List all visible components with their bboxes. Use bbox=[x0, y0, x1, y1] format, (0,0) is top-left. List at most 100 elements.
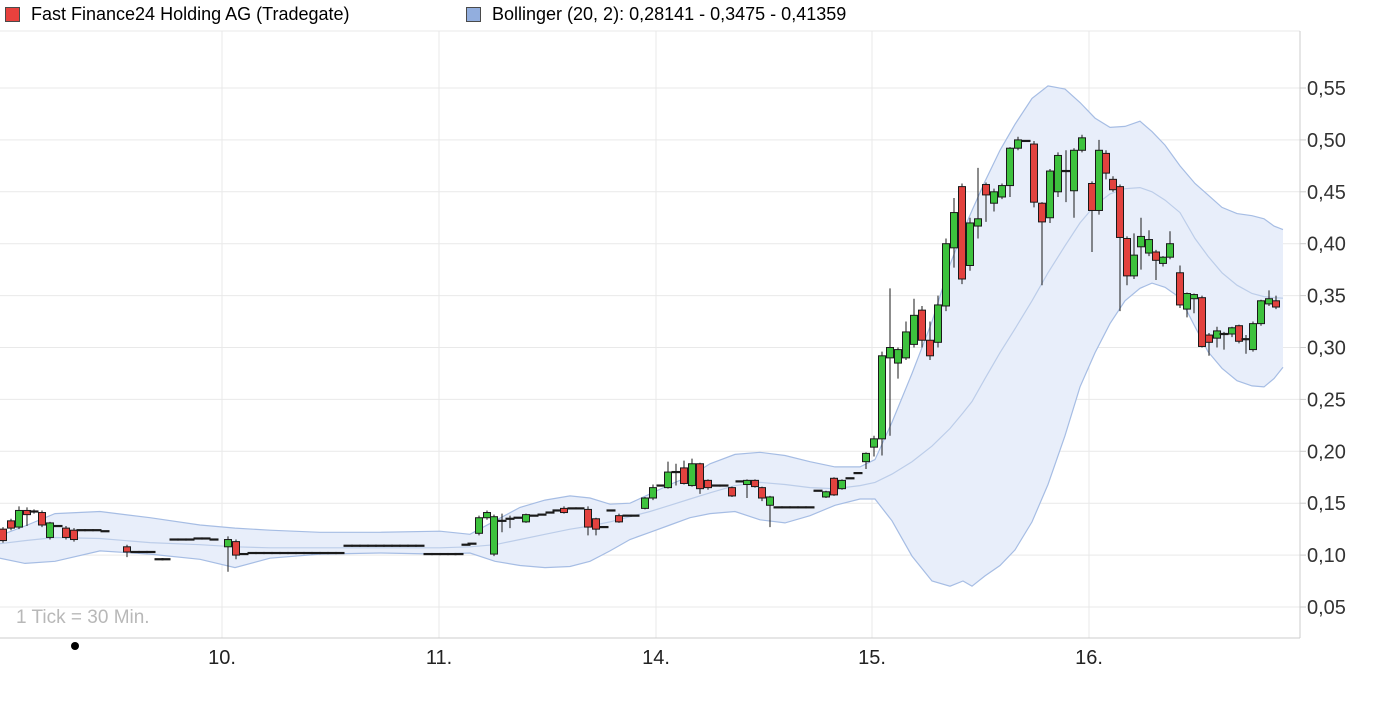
tick-dash bbox=[505, 517, 515, 520]
tick-dash bbox=[599, 525, 609, 529]
y-axis-label: 0,40 bbox=[1307, 234, 1346, 256]
candle-up bbox=[1166, 243, 1174, 258]
tick-dash bbox=[209, 538, 219, 541]
tick-dash bbox=[497, 519, 507, 522]
tick-dash bbox=[447, 552, 457, 556]
tick-dash bbox=[781, 506, 791, 509]
tick-dash bbox=[407, 544, 417, 547]
candle-up bbox=[942, 243, 950, 307]
tick-dash bbox=[335, 551, 345, 555]
tick-dash bbox=[239, 552, 249, 556]
bollinger-middle-line bbox=[0, 186, 1284, 549]
tick-dash bbox=[399, 544, 409, 547]
y-axis-label: 0,20 bbox=[1307, 441, 1346, 463]
candle-down bbox=[680, 467, 688, 484]
candle-down bbox=[70, 529, 78, 541]
tick-dash bbox=[845, 477, 855, 480]
candle-up bbox=[990, 191, 998, 204]
candle-down bbox=[1109, 178, 1117, 191]
y-axis-label: 0,25 bbox=[1307, 389, 1346, 411]
bollinger-band-fill bbox=[0, 85, 1283, 587]
tick-dash bbox=[193, 537, 203, 540]
candle-up bbox=[641, 497, 649, 509]
candle-up bbox=[688, 463, 696, 487]
tick-dash bbox=[311, 551, 321, 555]
tick-dash bbox=[185, 538, 195, 541]
tick-dash bbox=[383, 544, 393, 547]
x-axis-label: 15. bbox=[858, 647, 886, 669]
x-axis-label: 11. bbox=[426, 647, 452, 669]
candle-down bbox=[958, 186, 966, 280]
tick-dash bbox=[671, 470, 681, 474]
tick-dash bbox=[439, 552, 449, 556]
y-axis-label: 0,10 bbox=[1307, 545, 1346, 567]
tick-dash bbox=[513, 516, 523, 519]
candle-up bbox=[878, 355, 886, 440]
x-axis-label: 14. bbox=[642, 647, 670, 669]
tick-dash bbox=[1021, 139, 1031, 143]
candle-up bbox=[1078, 137, 1086, 151]
candle-up bbox=[483, 512, 491, 519]
tick-dash bbox=[467, 542, 477, 545]
tick-dash bbox=[853, 471, 863, 475]
bollinger-lower-line bbox=[0, 282, 1284, 587]
candle-up bbox=[998, 185, 1006, 198]
tick-dash bbox=[537, 513, 547, 516]
candle-down bbox=[1123, 238, 1131, 277]
x-axis-label: 16. bbox=[1075, 647, 1103, 669]
price-series-swatch-icon bbox=[5, 6, 20, 22]
tick-dash bbox=[351, 544, 361, 547]
tick-dash bbox=[375, 544, 385, 547]
candle-up bbox=[649, 487, 657, 499]
candle-down bbox=[1205, 334, 1213, 343]
candle-up bbox=[894, 349, 902, 364]
candle-up bbox=[766, 496, 774, 506]
legend-item-bollinger: Bollinger (20, 2): 0,28141 - 0,3475 - 0,… bbox=[466, 4, 846, 24]
candle-up bbox=[1137, 235, 1145, 248]
bollinger-swatch-icon bbox=[466, 6, 481, 22]
tick-dash bbox=[295, 551, 305, 555]
tick-dash bbox=[146, 550, 156, 554]
candle-up bbox=[862, 452, 870, 463]
tick-dash bbox=[367, 544, 377, 547]
candle-up bbox=[1265, 298, 1273, 305]
candle-up bbox=[664, 471, 672, 489]
candle-down bbox=[758, 487, 766, 499]
candle-up bbox=[950, 212, 958, 249]
tick-dash bbox=[154, 558, 164, 561]
candle-up bbox=[886, 347, 894, 359]
tick-dash bbox=[130, 550, 140, 554]
candle-down bbox=[560, 507, 568, 514]
tick-dash bbox=[461, 543, 471, 546]
candle-down bbox=[1198, 297, 1206, 347]
candle-down bbox=[982, 184, 990, 196]
candle-up bbox=[1006, 147, 1014, 187]
chart-legend: Fast Finance24 Holding AG (Tradegate) Bo… bbox=[0, 0, 1395, 30]
candle-up bbox=[1095, 149, 1103, 211]
candle-down bbox=[232, 541, 240, 556]
tick-dash bbox=[327, 551, 337, 555]
y-axis-label: 0,15 bbox=[1307, 493, 1346, 515]
y-axis-label: 0,45 bbox=[1307, 182, 1346, 204]
tick-dash bbox=[454, 552, 464, 556]
tick-dash bbox=[343, 544, 353, 547]
tick-dash bbox=[545, 511, 555, 514]
candle-down bbox=[926, 339, 934, 357]
candle-down bbox=[728, 487, 736, 497]
candle-up bbox=[910, 314, 918, 345]
y-axis-label: 0,55 bbox=[1307, 78, 1346, 100]
candle-down bbox=[592, 518, 600, 530]
tick-interval-note: 1 Tick = 30 Min. bbox=[16, 607, 150, 628]
candle-down bbox=[584, 508, 592, 528]
tick-dash bbox=[84, 529, 94, 532]
tick-dash bbox=[1061, 169, 1071, 173]
candle-down bbox=[38, 512, 46, 526]
candle-down bbox=[1102, 152, 1110, 174]
tick-dash bbox=[287, 551, 297, 555]
tick-dash bbox=[552, 509, 562, 512]
candle-up bbox=[522, 514, 530, 523]
tick-dash bbox=[92, 529, 102, 532]
candle-up bbox=[46, 522, 54, 538]
candle-down bbox=[1116, 186, 1124, 238]
